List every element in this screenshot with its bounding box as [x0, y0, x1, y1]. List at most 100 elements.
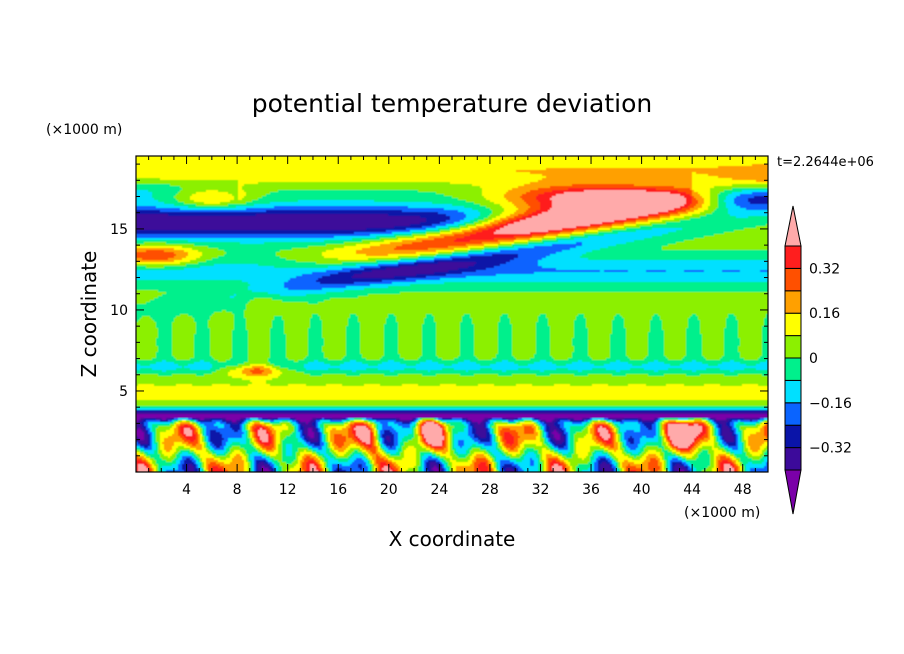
contour-cell: [428, 460, 437, 463]
contour-cell: [330, 430, 349, 433]
contour-cell: [524, 432, 535, 435]
contour-cell: [308, 346, 323, 349]
contour-cell: [744, 446, 747, 449]
contour-cell: [656, 422, 659, 425]
contour-cell: [222, 442, 227, 445]
contour-cell: [398, 238, 417, 241]
contour-cell: [256, 448, 261, 451]
contour-cell: [586, 318, 615, 321]
contour-cell: [668, 368, 683, 371]
contour-cell: [320, 452, 327, 455]
contour-cell: [136, 402, 768, 405]
contour-cell: [330, 444, 333, 447]
contour-cell: [624, 434, 657, 437]
contour-cell: [718, 442, 721, 445]
contour-cell: [708, 450, 715, 453]
contour-cell: [212, 384, 231, 387]
contour-cell: [234, 318, 247, 321]
contour-cell: [692, 174, 709, 177]
contour-cell: [626, 330, 651, 333]
contour-cell: [546, 314, 579, 317]
contour-cell: [596, 438, 601, 441]
contour-cell: [230, 444, 253, 447]
contour-cell: [190, 458, 195, 461]
contour-cell: [418, 264, 475, 267]
contour-cell: [156, 356, 175, 359]
contour-cell: [708, 422, 711, 425]
contour-cell: [384, 440, 389, 443]
contour-cell: [546, 420, 553, 423]
contour-cell: [470, 234, 533, 237]
contour-cell: [324, 418, 333, 421]
contour-cell: [436, 330, 461, 333]
contour-cell: [452, 458, 471, 461]
contour-cell: [318, 454, 325, 457]
contour-cell: [398, 464, 417, 467]
contour-cell: [538, 260, 768, 263]
contour-cell: [618, 458, 633, 461]
contour-cell: [394, 360, 427, 363]
contour-cell: [360, 332, 385, 335]
contour-cell: [234, 328, 247, 331]
contour-cell: [702, 428, 707, 431]
contour-cell: [442, 368, 455, 371]
contour-cell: [480, 212, 493, 215]
contour-cell: [640, 426, 647, 429]
contour-cell: [380, 462, 387, 465]
contour-cell: [210, 316, 235, 319]
contour-cell: [618, 428, 621, 431]
contour-cell: [534, 462, 539, 465]
contour-cell: [732, 434, 737, 437]
contour-cell: [200, 440, 203, 443]
contour-cell: [692, 194, 701, 197]
contour-cell: [568, 464, 571, 467]
contour-cell: [194, 428, 197, 431]
contour-cell: [446, 430, 449, 433]
contour-cell: [136, 430, 143, 433]
contour-cell: [198, 420, 213, 423]
contour-cell: [724, 328, 739, 331]
contour-cell: [730, 452, 735, 455]
contour-cell: [446, 426, 449, 429]
contour-cell: [762, 452, 765, 455]
contour-cell: [562, 432, 565, 435]
contour-cell: [710, 430, 713, 433]
contour-cell: [574, 336, 589, 339]
contour-cell: [598, 436, 603, 439]
contour-cell: [388, 448, 397, 451]
contour-cell: [164, 454, 173, 457]
contour-cell: [764, 318, 768, 321]
contour-cell: [142, 426, 147, 429]
contour-cell: [732, 448, 739, 451]
contour-cell: [762, 336, 768, 339]
contour-cell: [582, 244, 617, 247]
contour-cell: [270, 428, 275, 431]
contour-cell: [272, 320, 285, 323]
contour-cell: [602, 440, 613, 443]
contour-cell: [248, 334, 271, 337]
contour-cell: [678, 190, 693, 193]
contour-cell: [554, 440, 565, 443]
contour-cell: [524, 200, 539, 203]
contour-cell: [542, 212, 659, 215]
contour-cell: [140, 368, 153, 371]
contour-cell: [720, 434, 723, 437]
contour-cell: [610, 362, 629, 365]
contour-cell: [766, 436, 768, 439]
contour-cell: [502, 206, 517, 209]
contour-cell: [642, 452, 647, 455]
contour-cell: [180, 450, 191, 453]
contour-cell: [552, 196, 685, 199]
contour-cell: [240, 242, 265, 245]
contour-cell: [694, 454, 699, 457]
contour-cell: [200, 426, 203, 429]
contour-cell: [490, 420, 497, 423]
contour-cell: [492, 428, 495, 431]
contour-cell: [136, 230, 387, 233]
contour-cell: [308, 342, 325, 345]
contour-cell: [380, 430, 385, 433]
contour-cell: [494, 460, 497, 463]
contour-cell: [700, 216, 737, 219]
contour-cell: [450, 434, 453, 437]
contour-cell: [442, 426, 445, 429]
